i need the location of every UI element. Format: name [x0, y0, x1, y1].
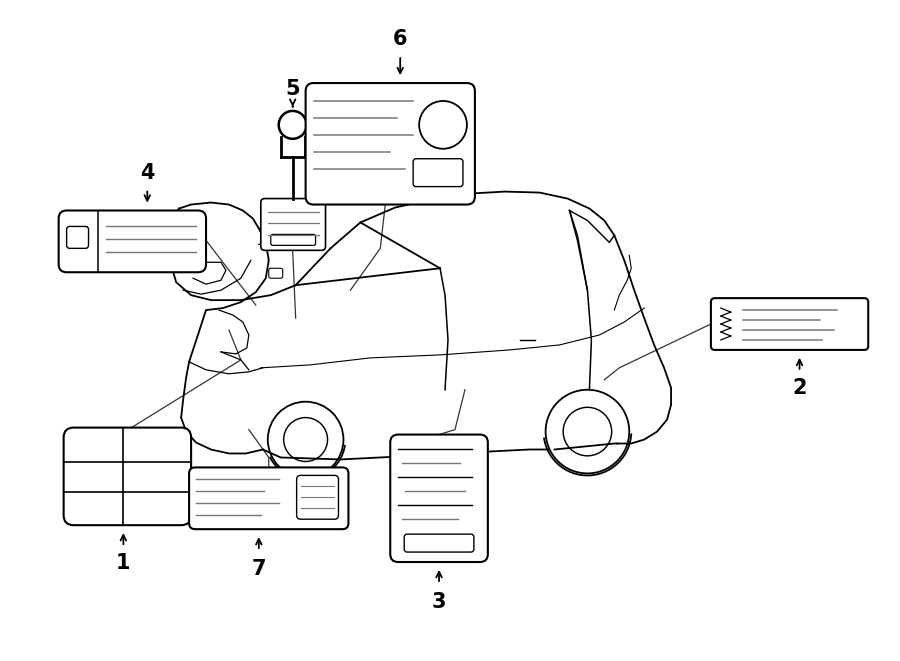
FancyBboxPatch shape	[58, 210, 206, 272]
FancyBboxPatch shape	[297, 475, 338, 519]
Text: 2: 2	[792, 377, 806, 398]
Text: 4: 4	[140, 163, 155, 182]
Circle shape	[268, 402, 344, 477]
Text: 3: 3	[432, 592, 446, 612]
Circle shape	[279, 111, 307, 139]
Circle shape	[563, 407, 612, 456]
FancyBboxPatch shape	[711, 298, 868, 350]
FancyBboxPatch shape	[306, 83, 475, 204]
FancyBboxPatch shape	[189, 467, 348, 529]
Text: 5: 5	[285, 79, 300, 99]
FancyBboxPatch shape	[67, 227, 88, 249]
Text: 1: 1	[116, 553, 130, 573]
FancyBboxPatch shape	[271, 235, 316, 245]
FancyBboxPatch shape	[269, 268, 283, 278]
FancyBboxPatch shape	[261, 198, 326, 251]
Circle shape	[284, 418, 328, 461]
FancyBboxPatch shape	[64, 428, 191, 525]
FancyBboxPatch shape	[404, 534, 474, 552]
Circle shape	[545, 390, 629, 473]
FancyBboxPatch shape	[413, 159, 463, 186]
Text: 7: 7	[252, 559, 266, 579]
Text: 6: 6	[393, 29, 408, 49]
FancyBboxPatch shape	[391, 434, 488, 562]
Circle shape	[419, 101, 467, 149]
